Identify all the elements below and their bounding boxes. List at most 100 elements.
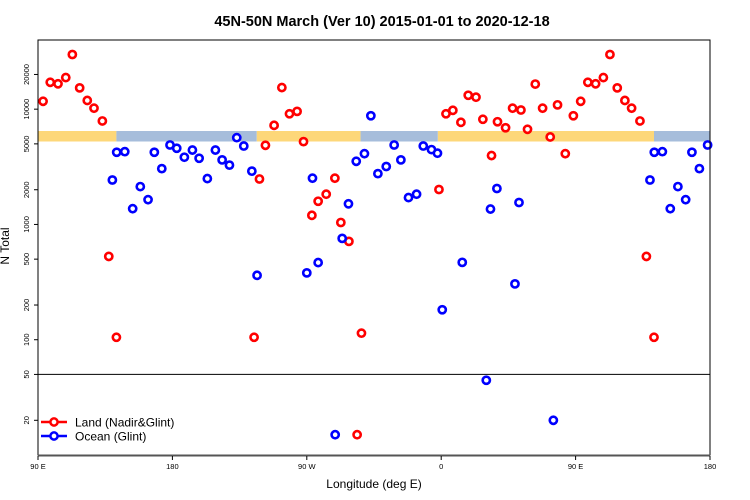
ocean-point [657,146,668,157]
land-point [249,332,259,343]
land-point [298,136,309,147]
ocean-point [694,163,705,174]
ocean-point [337,233,348,244]
land-point [329,173,340,184]
ocean-point [343,198,354,209]
land-point [463,90,474,101]
land-point [545,132,556,142]
land-point [276,82,287,93]
land-point [598,72,609,83]
ocean-point [649,147,660,158]
ocean-point [411,189,422,200]
ocean-point [202,173,213,184]
ocean-point [301,267,312,278]
land-point [530,79,541,89]
ocean-point [143,194,153,205]
land-point [575,96,586,107]
land-point [60,72,71,83]
band-segment-ocean [654,131,710,142]
ocean-point [210,145,221,155]
land-point [507,103,518,114]
ocean-point [156,163,167,174]
ocean-point [351,156,362,167]
land-point [568,110,579,121]
land-point [471,92,481,103]
ocean-point [111,147,122,158]
land-point [111,332,122,343]
land-point [605,49,615,60]
land-point [641,251,652,262]
y-tick-label: 20 [22,416,31,424]
plot-frame [37,39,711,456]
land-point [260,140,271,151]
land-point [477,114,488,125]
y-tick-label: 50 [22,370,31,378]
land-point [516,105,526,115]
land-point [335,217,346,228]
ocean-point [224,160,235,171]
y-tick-label: 20000 [22,64,31,85]
band-segment-land [256,131,361,142]
ocean-point [672,181,683,192]
ocean-point [381,161,392,172]
land-point [313,196,324,207]
ocean-point [403,192,414,203]
land-point [53,78,63,89]
ocean-point [238,141,249,151]
land-point [97,116,108,126]
ocean-point [514,197,524,208]
legend: Land (Nadir&Glint) Ocean (Glint) [41,416,174,444]
ocean-point [149,147,160,158]
land-point [486,150,497,161]
ocean-point [217,154,228,165]
ocean-point [395,154,406,165]
land-point [103,251,114,262]
y-axis-label: N Total [0,227,12,264]
y-tick-label: 100 [22,333,31,346]
ocean-point [127,203,138,214]
land-point [356,328,367,339]
ocean-point [187,145,198,155]
x-tick-label: 90 E [568,462,583,471]
ocean-point [680,194,691,205]
land-point [635,116,645,126]
ocean-point [437,304,448,315]
y-axis: 20 50 100 200 500 1000 2000 5000 10000 20000 [22,64,38,424]
y-tick-label: 10000 [22,99,31,120]
y-tick-label: 500 [22,253,31,266]
land-point [321,189,332,200]
surface-band [38,131,710,142]
land-point [537,103,548,114]
ocean-point [432,148,443,159]
ocean-point [365,110,376,121]
ocean-point [418,141,429,151]
land-point [619,95,630,106]
band-segment-ocean [116,131,257,142]
chart-title: 45N-50N March (Ver 10) 2015-01-01 to 202… [214,14,549,30]
x-tick-label: 0 [439,462,443,471]
ocean-point [194,153,205,164]
land-point [284,108,295,119]
ocean-point [313,257,324,268]
ocean-point [330,429,341,440]
land-point [582,77,593,88]
ocean-point [548,415,559,426]
ocean-point [135,181,146,192]
land-point [434,184,444,195]
ocean-point [307,173,318,184]
legend-ocean-marker [49,431,59,441]
land-point [500,122,511,133]
x-tick-label: 180 [704,462,717,471]
ocean-point [702,140,713,150]
land-point [649,332,659,343]
ocean-point [119,146,130,157]
ocean-point [492,183,502,194]
land-point [292,106,302,117]
ocean-point [389,140,400,150]
land-point [612,82,623,93]
land-point [492,116,503,127]
ocean-point [171,143,182,154]
x-tick-label: 90 W [298,462,316,471]
ocean-point [231,132,242,143]
